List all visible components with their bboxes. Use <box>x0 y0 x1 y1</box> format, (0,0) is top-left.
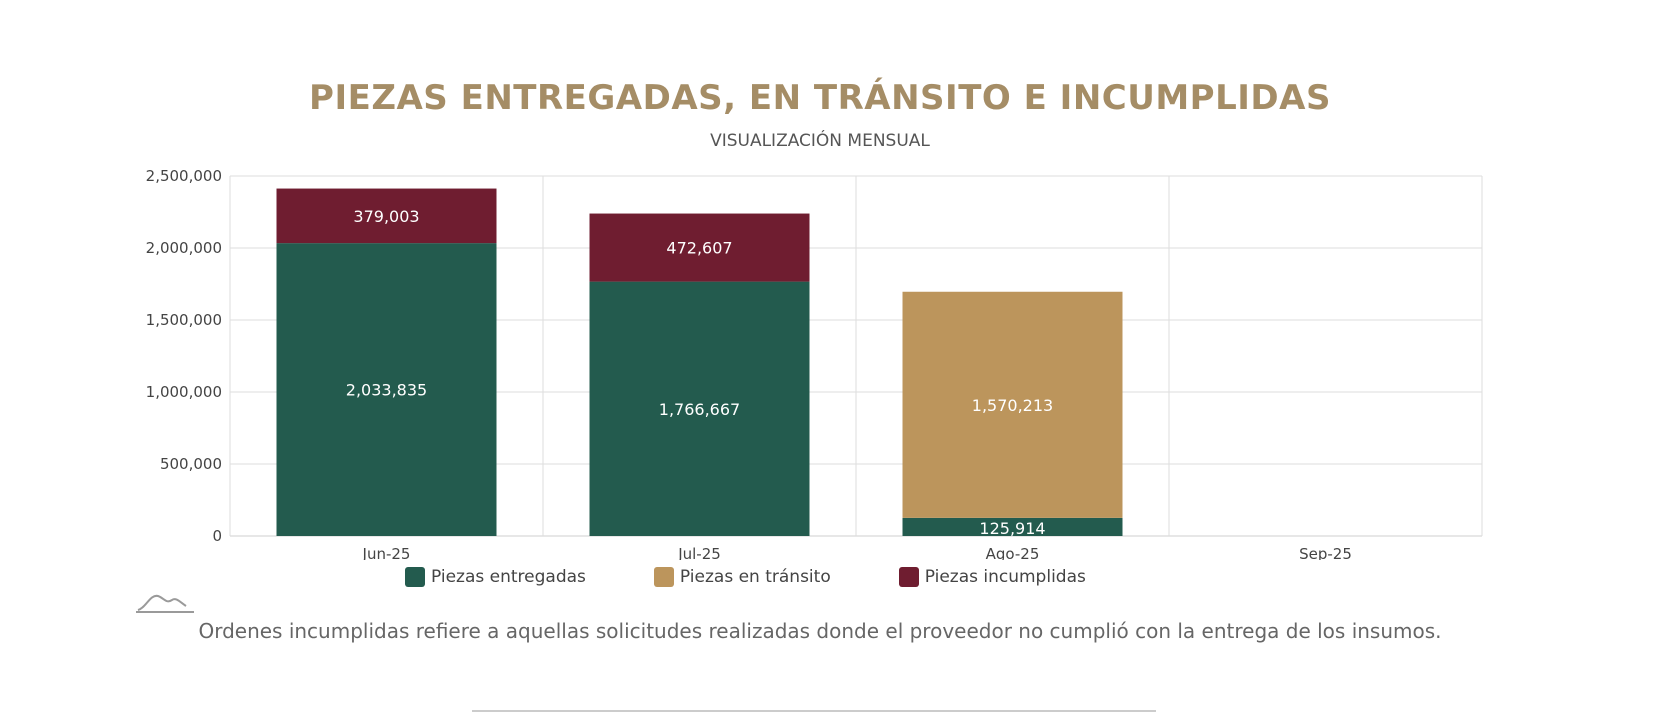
x-tick-label: Jul-25 <box>677 545 721 560</box>
stacked-bar-chart: 0 500,000 1,000,000 1,500,000 2,000,000 2,500… <box>146 167 1483 560</box>
mountain-logo-icon <box>136 594 194 613</box>
legend-label-transito: Piezas en tránsito <box>679 567 831 587</box>
data-label: 379,003 <box>353 207 419 226</box>
y-tick-label: 1,000,000 <box>146 383 222 401</box>
legend-item-entregadas: Piezas entregadas <box>405 567 586 587</box>
legend-label-entregadas: Piezas entregadas <box>431 567 586 587</box>
legend-swatch-incumplidas <box>898 567 919 587</box>
y-tick-label: 2,500,000 <box>146 167 222 185</box>
x-tick-label: Jun-25 <box>362 545 411 560</box>
bar-Jun-25-piezas-incumplidas <box>276 188 497 244</box>
bar-Jun-25-piezas-entregadas <box>276 243 497 537</box>
bar-Jul-25-piezas-entregadas <box>589 281 810 536</box>
y-tick-label: 2,000,000 <box>146 239 222 257</box>
x-axis-ticks: Jun-25 Jul-25 Ago-25 Sep-25 <box>362 545 1352 560</box>
y-tick-label: 0 <box>212 527 222 545</box>
footnote: Ordenes incumplidas refiere a aquellas s… <box>198 619 1442 643</box>
chart-subtitle: VISUALIZACIÓN MENSUAL <box>710 131 930 151</box>
bars-group <box>276 188 1123 537</box>
y-tick-label: 500,000 <box>160 455 222 473</box>
data-label: 2,033,835 <box>346 381 427 400</box>
legend: Piezas entregadas Piezas en tránsito Pie… <box>405 567 1154 587</box>
legend-swatch-transito <box>653 567 674 587</box>
data-label: 1,766,667 <box>659 400 740 419</box>
footer-divider <box>472 710 1156 712</box>
data-label: 472,607 <box>666 239 732 258</box>
y-tick-label: 1,500,000 <box>146 311 222 329</box>
bar-Ago-25-piezas-en-tránsito <box>902 291 1123 518</box>
chart-title: PIEZAS ENTREGADAS, EN TRÁNSITO E INCUMPL… <box>309 78 1331 118</box>
legend-item-incumplidas: Piezas incumplidas <box>898 567 1086 587</box>
data-label: 1,570,213 <box>972 396 1053 415</box>
legend-item-transito: Piezas en tránsito <box>653 567 831 587</box>
y-axis-ticks: 0 500,000 1,000,000 1,500,000 2,000,000 2,500… <box>146 167 222 545</box>
x-tick-label: Ago-25 <box>986 545 1040 560</box>
bar-Ago-25-piezas-entregadas <box>902 517 1123 536</box>
legend-swatch-entregadas <box>405 567 425 587</box>
x-tick-label: Sep-25 <box>1299 545 1352 560</box>
data-label: 125,914 <box>979 519 1045 538</box>
legend-label-incumplidas: Piezas incumplidas <box>924 567 1086 587</box>
bar-Jul-25-piezas-incumplidas <box>589 213 810 282</box>
data-labels-group: 2,033,835 379,003 1,766,667 472,607 125,914 1… <box>346 207 1053 538</box>
